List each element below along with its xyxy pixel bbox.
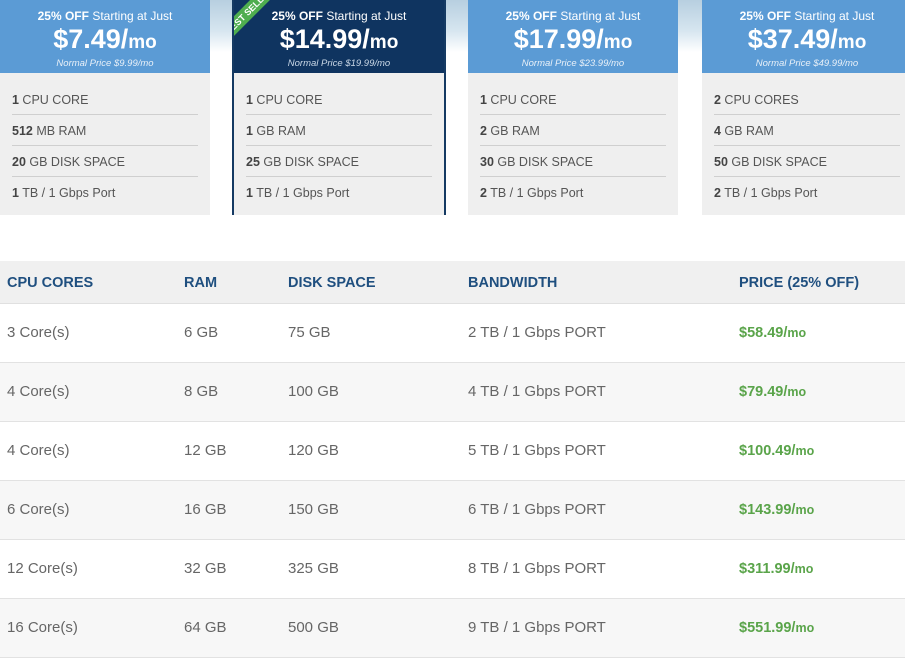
cell-cpu: 4 Core(s) [7,442,70,459]
spec-cpu: 1 CPU CORE [480,84,666,115]
cell-ram: 8 GB [184,383,219,400]
cell-disk: 100 GB [288,383,339,400]
cell-bandwidth: 9 TB / 1 Gbps PORT [468,619,606,636]
normal-price: Normal Price $9.99/mo [56,58,154,69]
pricing-table: CPU CORES RAM DISK SPACE BANDWIDTH PRICE… [0,261,905,658]
plan-card-header: 25% OFF Starting at Just $17.99/mo Norma… [468,0,678,73]
plan-specs: 2 CPU CORES 4 GB RAM 50 GB DISK SPACE 2 … [702,73,905,207]
cell-ram: 6 GB [184,324,219,341]
normal-price: Normal Price $19.99/mo [287,58,391,69]
offer-line: 25% OFF Starting at Just [739,9,875,23]
plan-card-4[interactable]: 25% OFF Starting at Just $37.49/mo Norma… [702,0,905,215]
spec-port: 1 TB / 1 Gbps Port [12,186,116,200]
cell-bandwidth: 2 TB / 1 Gbps PORT [468,324,606,341]
cell-bandwidth: 4 TB / 1 Gbps PORT [468,383,606,400]
spec-ram: 4 GB RAM [714,115,900,146]
plan-card-3[interactable]: 25% OFF Starting at Just $17.99/mo Norma… [468,0,678,215]
offer-line: 25% OFF Starting at Just [37,9,173,23]
cell-cpu: 6 Core(s) [7,501,70,518]
offer-line: 25% OFF Starting at Just [271,9,407,23]
col-cpu-header: CPU CORES [7,275,94,291]
spec-ram: 512 MB RAM [12,115,198,146]
cell-ram: 12 GB [184,442,227,459]
plan-specs: 1 CPU CORE 2 GB RAM 30 GB DISK SPACE 2 T… [468,73,678,207]
cell-bandwidth: 6 TB / 1 Gbps PORT [468,501,606,518]
plan-card-1[interactable]: 25% OFF Starting at Just $7.49/mo Normal… [0,0,210,215]
spec-port: 2 TB / 1 Gbps Port [480,186,584,200]
cell-bandwidth: 5 TB / 1 Gbps PORT [468,442,606,459]
cell-price: $100.49/mo [739,443,815,459]
spec-disk: 25 GB DISK SPACE [246,146,432,177]
cell-cpu: 12 Core(s) [7,560,78,577]
normal-price: Normal Price $49.99/mo [755,58,859,69]
spec-disk: 30 GB DISK SPACE [480,146,666,177]
spec-ram: 1 GB RAM [246,115,432,146]
spec-cpu: 2 CPU CORES [714,84,900,115]
cell-price: $311.99/mo [739,561,814,577]
cell-cpu: 4 Core(s) [7,383,70,400]
cell-disk: 120 GB [288,442,339,459]
spec-disk: 20 GB DISK SPACE [12,146,198,177]
cell-ram: 64 GB [184,619,227,636]
cell-price: $143.99/mo [739,502,815,518]
col-bandwidth-header: BANDWIDTH [468,275,558,291]
cell-disk: 500 GB [288,619,339,636]
table-header: CPU CORES RAM DISK SPACE BANDWIDTH PRICE… [0,261,905,304]
cell-price: $79.49/mo [739,384,807,400]
spec-disk: 50 GB DISK SPACE [714,146,900,177]
cell-disk: 150 GB [288,501,339,518]
cell-bandwidth: 8 TB / 1 Gbps PORT [468,560,606,577]
plan-specs: 1 CPU CORE 1 GB RAM 25 GB DISK SPACE 1 T… [234,73,444,207]
table-row[interactable]: 6 Core(s) 16 GB 150 GB 6 TB / 1 Gbps POR… [0,481,905,540]
plan-card-header: 25% OFF Starting at Just $7.49/mo Normal… [0,0,210,73]
cell-ram: 16 GB [184,501,227,518]
cell-price: $58.49/mo [739,325,807,341]
col-price-header: PRICE (25% OFF) [739,275,860,291]
plan-card-2[interactable]: BEST SELLER 25% OFF Starting at Just $14… [232,0,446,215]
cell-cpu: 16 Core(s) [7,619,78,636]
spec-ram: 2 GB RAM [480,115,666,146]
spec-cpu: 1 CPU CORE [246,84,432,115]
cell-disk: 325 GB [288,560,339,577]
spec-port: 2 TB / 1 Gbps Port [714,186,818,200]
normal-price: Normal Price $23.99/mo [521,58,625,69]
spec-port: 1 TB / 1 Gbps Port [246,186,350,200]
cell-price: $551.99/mo [739,620,815,636]
plan-card-header: 25% OFF Starting at Just $37.49/mo Norma… [702,0,905,73]
plan-price: $14.99/mo [279,24,399,54]
spec-cpu: 1 CPU CORE [12,84,198,115]
plan-price: $37.49/mo [747,24,867,54]
col-ram-header: RAM [184,275,218,291]
table-row[interactable]: 4 Core(s) 8 GB 100 GB 4 TB / 1 Gbps PORT… [0,363,905,422]
plan-price: $17.99/mo [513,24,633,54]
plan-card-header: BEST SELLER 25% OFF Starting at Just $14… [234,0,444,73]
col-disk-header: DISK SPACE [288,275,376,291]
table-row[interactable]: 4 Core(s) 12 GB 120 GB 5 TB / 1 Gbps POR… [0,422,905,481]
plan-specs: 1 CPU CORE 512 MB RAM 20 GB DISK SPACE 1… [0,73,210,207]
table-row[interactable]: 16 Core(s) 64 GB 500 GB 9 TB / 1 Gbps PO… [0,599,905,658]
table-row[interactable]: 3 Core(s) 6 GB 75 GB 2 TB / 1 Gbps PORT … [0,304,905,363]
cell-cpu: 3 Core(s) [7,324,70,341]
cell-ram: 32 GB [184,560,227,577]
table-row[interactable]: 12 Core(s) 32 GB 325 GB 8 TB / 1 Gbps PO… [0,540,905,599]
offer-line: 25% OFF Starting at Just [505,9,641,23]
cell-disk: 75 GB [288,324,331,341]
plan-price: $7.49/mo [53,24,157,54]
